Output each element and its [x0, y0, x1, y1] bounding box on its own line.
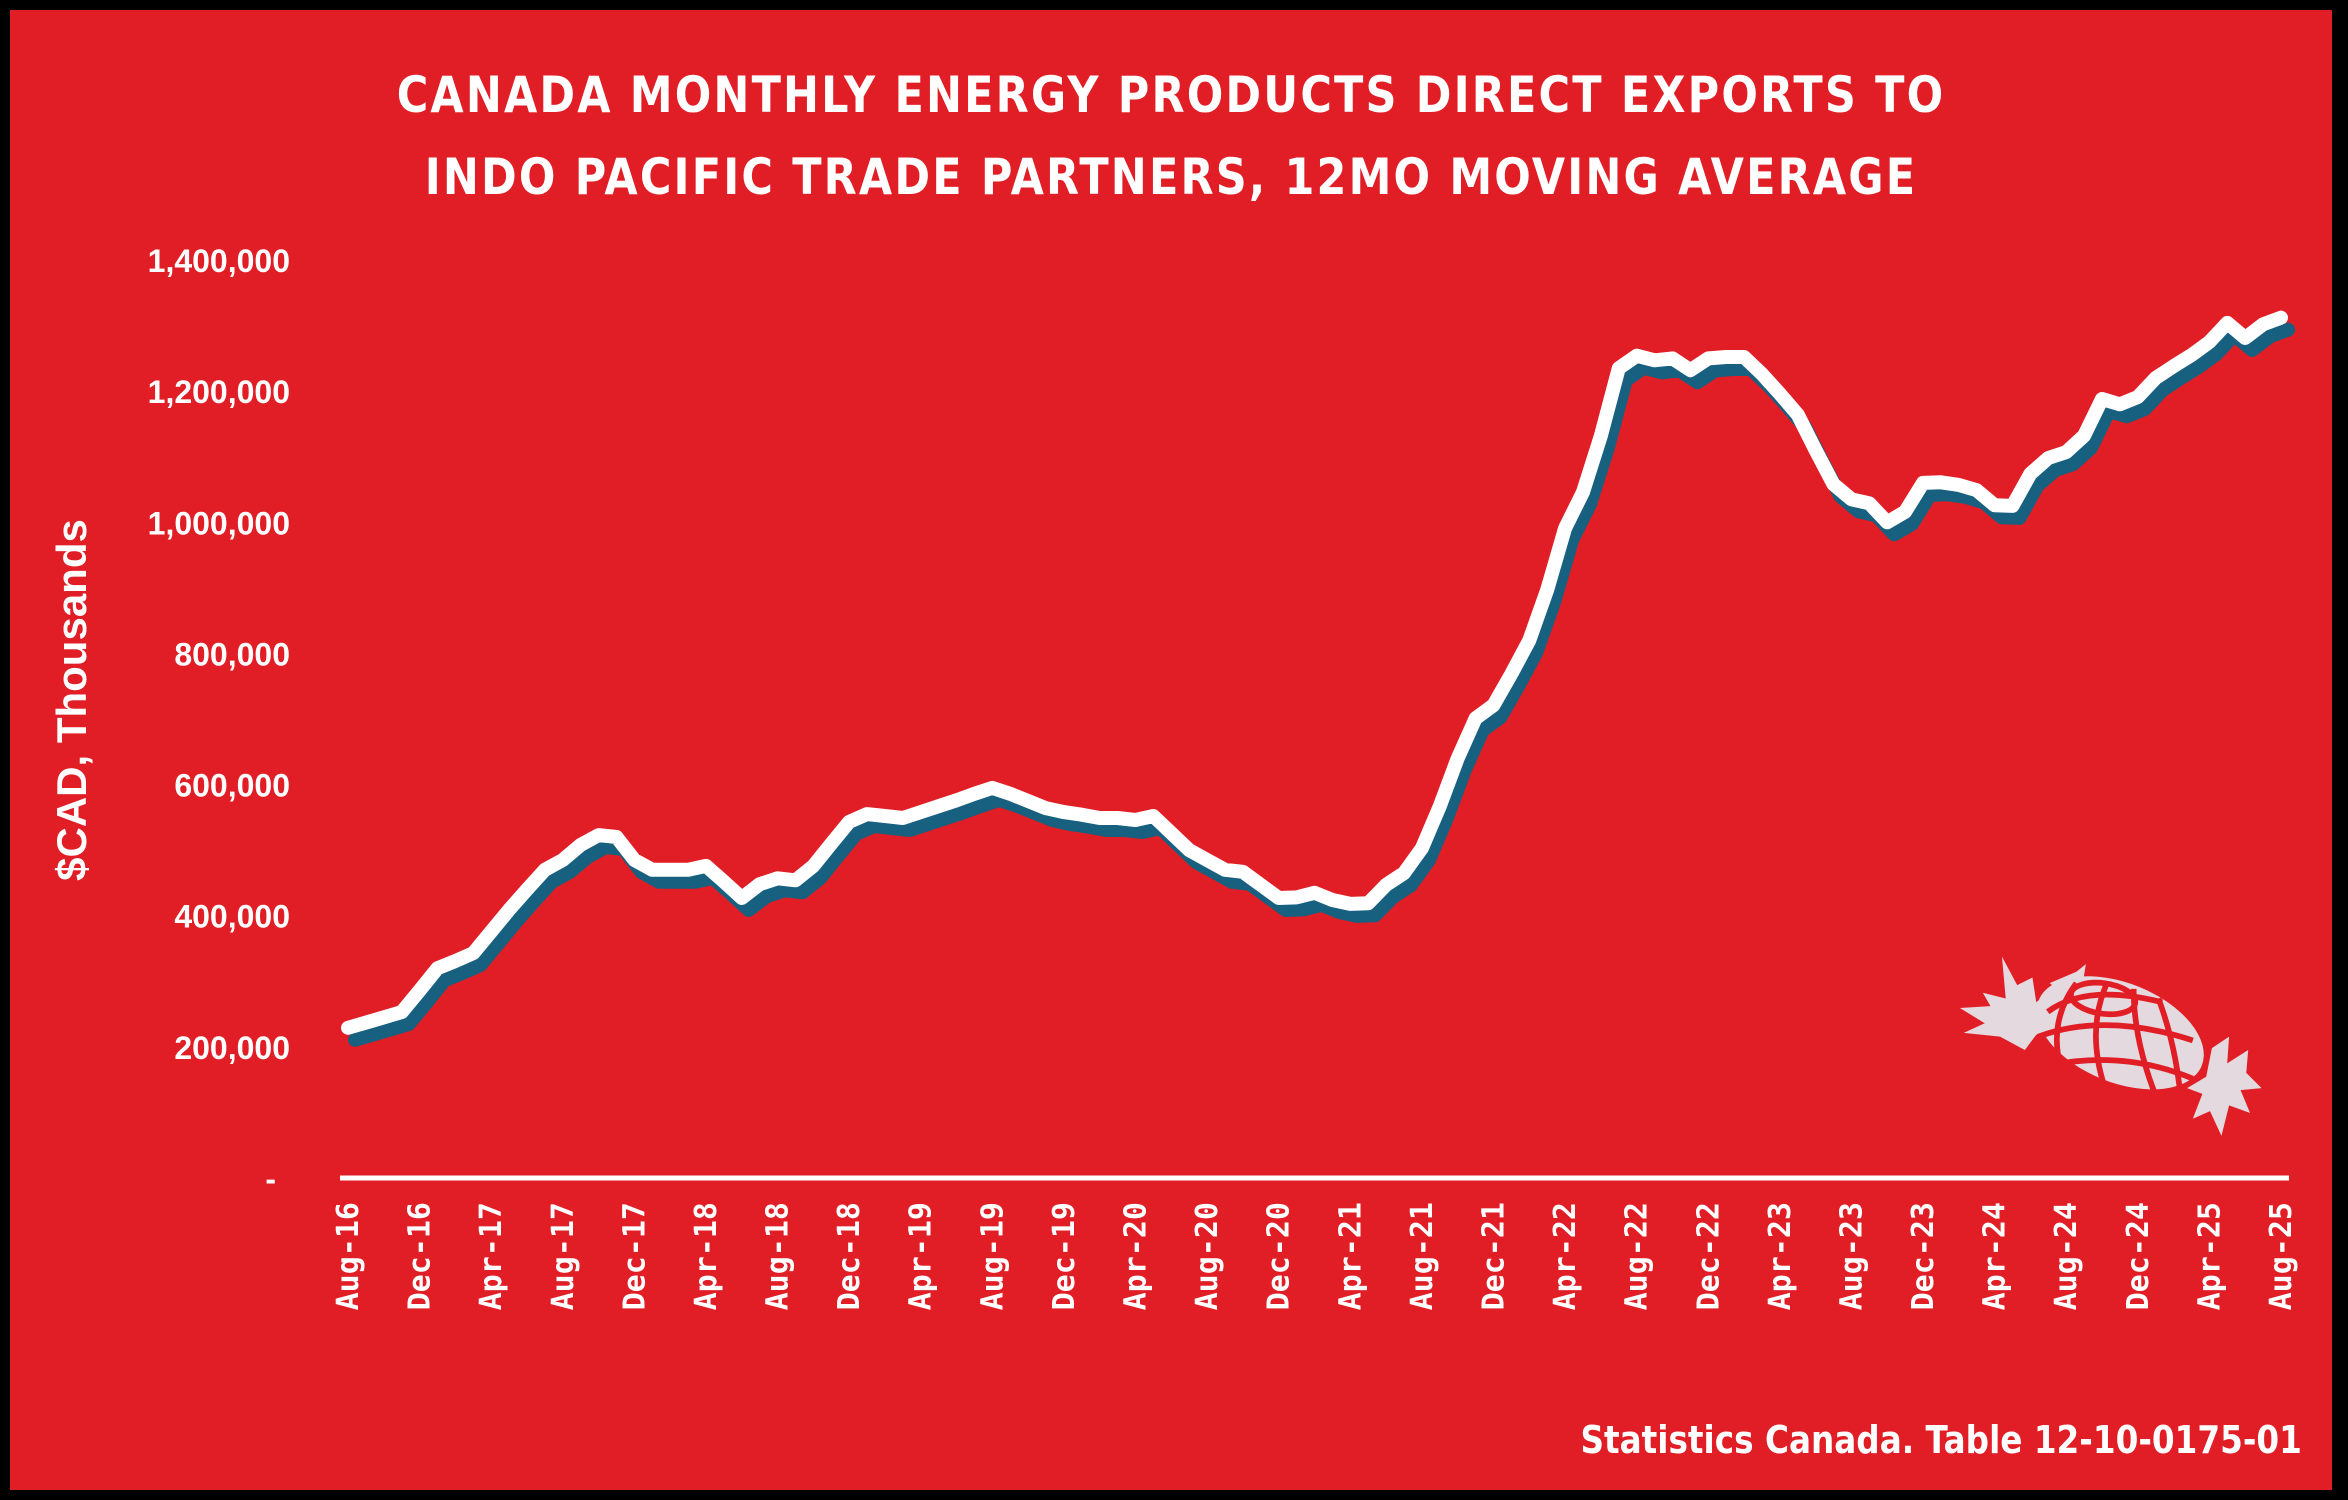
- x-tick-label: Apr-21: [1333, 1202, 1368, 1310]
- x-tick-label: Apr-19: [904, 1202, 939, 1310]
- x-tick-label: Apr-20: [1119, 1202, 1154, 1310]
- x-tick-label: Dec-19: [1047, 1202, 1082, 1310]
- x-tick-label: Aug-25: [2264, 1202, 2299, 1310]
- x-tick-label: Dec-21: [1476, 1202, 1511, 1310]
- y-tick-label: 1,200,000: [148, 374, 290, 410]
- x-tick-label: Aug-21: [1405, 1202, 1440, 1310]
- x-tick-label: Dec-23: [1906, 1202, 1941, 1310]
- source-note: Statistics Canada. Table 12-10-0175-01: [1580, 1418, 2302, 1462]
- x-tick-label: Apr-17: [474, 1202, 509, 1310]
- chart-title-line-2: INDO PACIFIC TRADE PARTNERS, 12MO MOVING…: [424, 148, 1918, 206]
- y-tick-label: 400,000: [174, 899, 290, 935]
- y-tick-label: 200,000: [174, 1030, 290, 1066]
- x-tick-label: Aug-19: [975, 1202, 1010, 1310]
- x-tick-label: Apr-23: [1763, 1202, 1798, 1310]
- x-tick-label: Apr-22: [1548, 1202, 1583, 1310]
- chart-title: CANADA MONTHLY ENERGY PRODUCTS DIRECT EX…: [173, 54, 2170, 218]
- drop-lines: [346, 317, 2283, 1178]
- chart-frame: CANADA MONTHLY ENERGY PRODUCTS DIRECT EX…: [10, 10, 2332, 1490]
- maple-leaf-right-icon: [2187, 1036, 2262, 1136]
- x-tick-label: Dec-17: [617, 1202, 652, 1310]
- series-shadow-line: [348, 322, 2295, 1047]
- x-tick-label: Dec-22: [1691, 1202, 1726, 1310]
- x-tick-label: Aug-23: [1834, 1202, 1869, 1310]
- x-tick-label: Aug-24: [2049, 1202, 2084, 1310]
- y-tick-label: -: [265, 1161, 276, 1197]
- y-tick-label: 800,000: [174, 636, 290, 672]
- x-tick-label: Dec-24: [2121, 1202, 2156, 1310]
- x-tick-label: Dec-18: [832, 1202, 867, 1310]
- x-tick-label: Aug-18: [761, 1202, 796, 1310]
- x-axis-ticks: Aug-16 Dec-16 Apr-17 Aug-17 Dec-17 Apr-18 Aug-…: [331, 1202, 2299, 1310]
- x-tick-label: Apr-25: [2192, 1202, 2227, 1310]
- series-line: [341, 310, 2288, 1035]
- x-tick-label: Dec-20: [1262, 1202, 1297, 1310]
- x-tick-label: Aug-20: [1190, 1202, 1225, 1310]
- x-tick-label: Apr-24: [1978, 1202, 2013, 1310]
- x-tick-label: Dec-16: [403, 1202, 438, 1310]
- y-axis-ticks: - 200,000 400,000 600,000 800,000 1,000,000 1,…: [148, 243, 290, 1197]
- x-tick-label: Aug-16: [331, 1202, 366, 1310]
- maple-leaf-globe-logo: [1959, 956, 2262, 1136]
- y-tick-label: 1,000,000: [148, 505, 290, 541]
- x-tick-label: Aug-22: [1620, 1202, 1655, 1310]
- x-tick-label: Aug-17: [546, 1202, 581, 1310]
- y-tick-label: 600,000: [174, 768, 290, 804]
- y-tick-label: 1,400,000: [148, 243, 290, 279]
- x-tick-label: Apr-18: [689, 1202, 724, 1310]
- chart-title-line-1: CANADA MONTHLY ENERGY PRODUCTS DIRECT EX…: [396, 66, 1946, 124]
